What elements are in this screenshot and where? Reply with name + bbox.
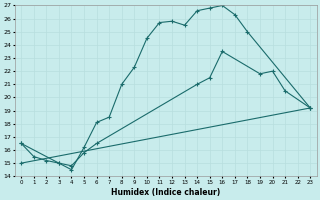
X-axis label: Humidex (Indice chaleur): Humidex (Indice chaleur) [111,188,220,197]
